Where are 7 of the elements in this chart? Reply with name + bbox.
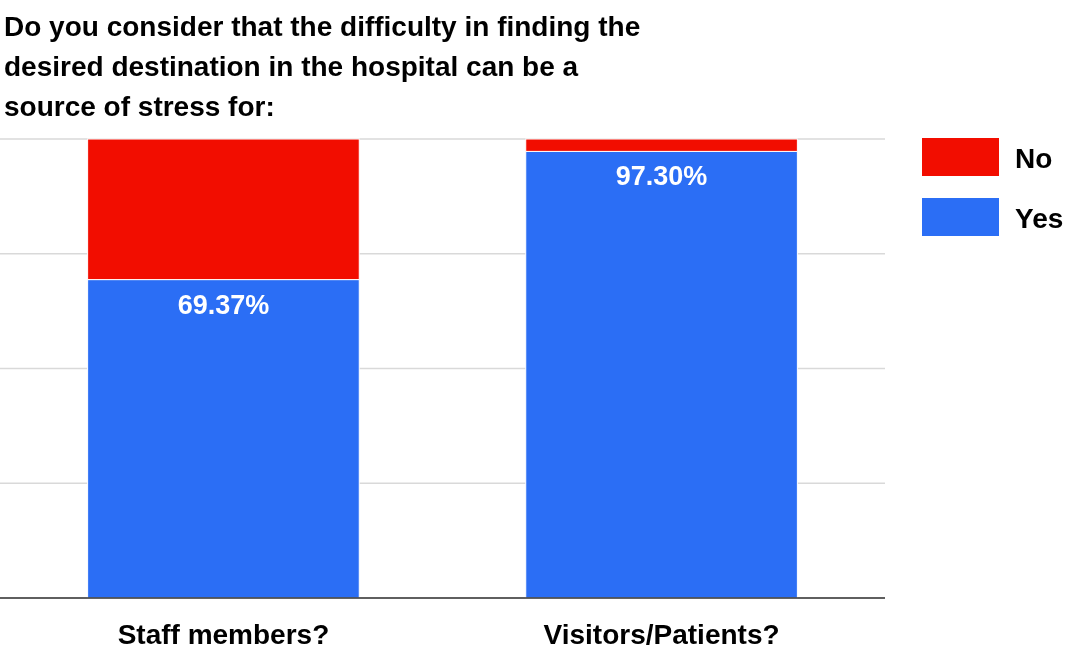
data-label: 69.37%	[177, 289, 270, 320]
data-label: 97.30%	[615, 161, 708, 192]
x-tick-label: Visitors/Patients?	[543, 619, 780, 650]
legend-label: No	[1015, 143, 1053, 174]
x-tick-label: Staff members?	[117, 619, 330, 650]
text: Yes	[1015, 203, 1064, 234]
chart-title: Do you consider that the difficulty in finding the desired destination in the hospital can be a source of stress for:	[4, 11, 641, 122]
